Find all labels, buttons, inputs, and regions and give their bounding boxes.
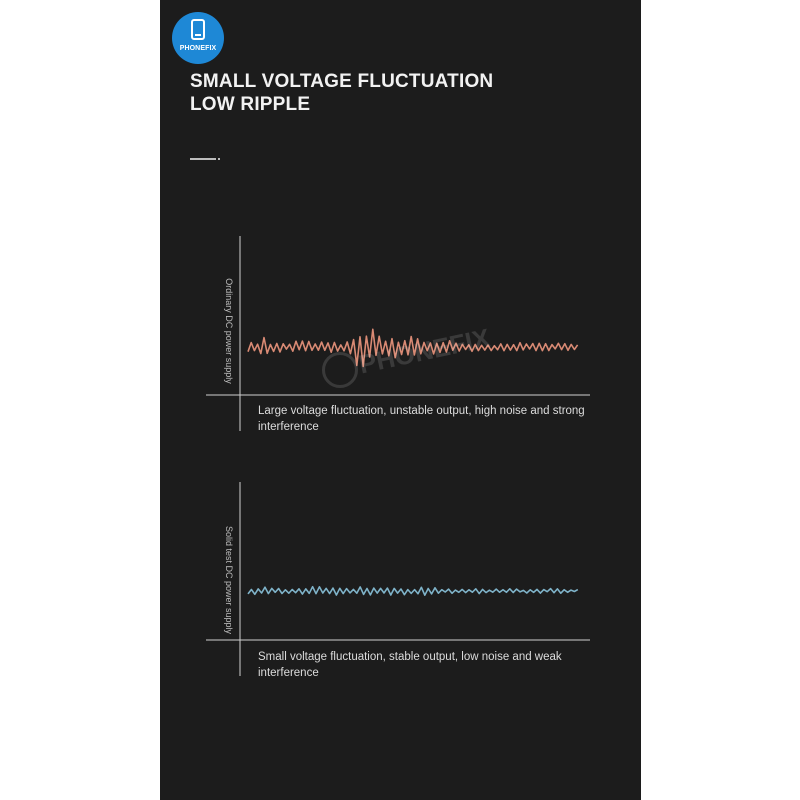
page-title-line-1: SMALL VOLTAGE FLUCTUATION [190,71,494,92]
title-divider [190,158,216,160]
page-title-line-2: LOW RIPPLE [190,94,311,115]
phone-repair-icon [191,19,205,40]
product-panel: PHONEFIX SMALL VOLTAGE FLUCTUATION LOW R… [160,0,641,800]
ordinary-noise-waveform [247,328,579,368]
ordinary-y-axis-label: Ordinary DC power supply [224,278,234,384]
solid-noise-waveform [247,585,579,596]
comparison-axes [206,236,590,676]
title-divider-dot [218,158,220,160]
phonefix-logo: PHONEFIX [172,12,224,64]
ordinary-caption: Large voltage fluctuation, unstable outp… [258,405,585,433]
logo-text: PHONEFIX [179,45,217,52]
solid-y-axis-label: Solid test DC power supply [224,525,234,635]
solid-caption: Small voltage fluctuation, stable output… [258,651,562,679]
